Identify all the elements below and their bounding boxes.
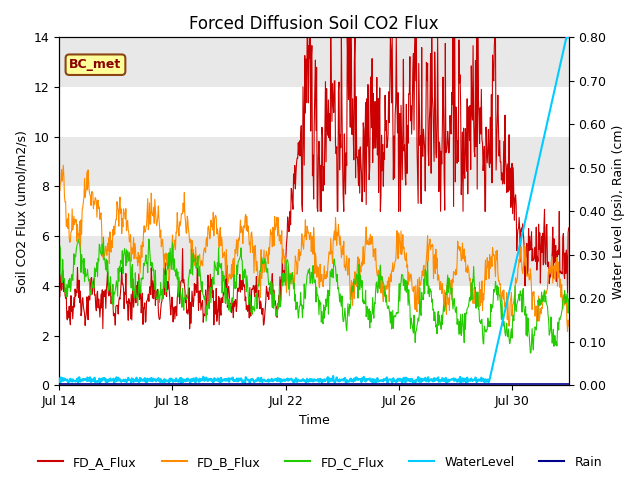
X-axis label: Time: Time <box>299 414 330 427</box>
Bar <box>59 137 569 186</box>
Title: Forced Diffusion Soil CO2 Flux: Forced Diffusion Soil CO2 Flux <box>189 15 439 33</box>
Bar <box>59 236 569 286</box>
Legend: FD_A_Flux, FD_B_Flux, FD_C_Flux, WaterLevel, Rain: FD_A_Flux, FD_B_Flux, FD_C_Flux, WaterLe… <box>33 451 607 474</box>
Y-axis label: Water Level (psi), Rain (cm): Water Level (psi), Rain (cm) <box>612 124 625 299</box>
Text: BC_met: BC_met <box>69 58 122 71</box>
Y-axis label: Soil CO2 Flux (umol/m2/s): Soil CO2 Flux (umol/m2/s) <box>15 130 28 293</box>
Bar <box>59 37 569 87</box>
